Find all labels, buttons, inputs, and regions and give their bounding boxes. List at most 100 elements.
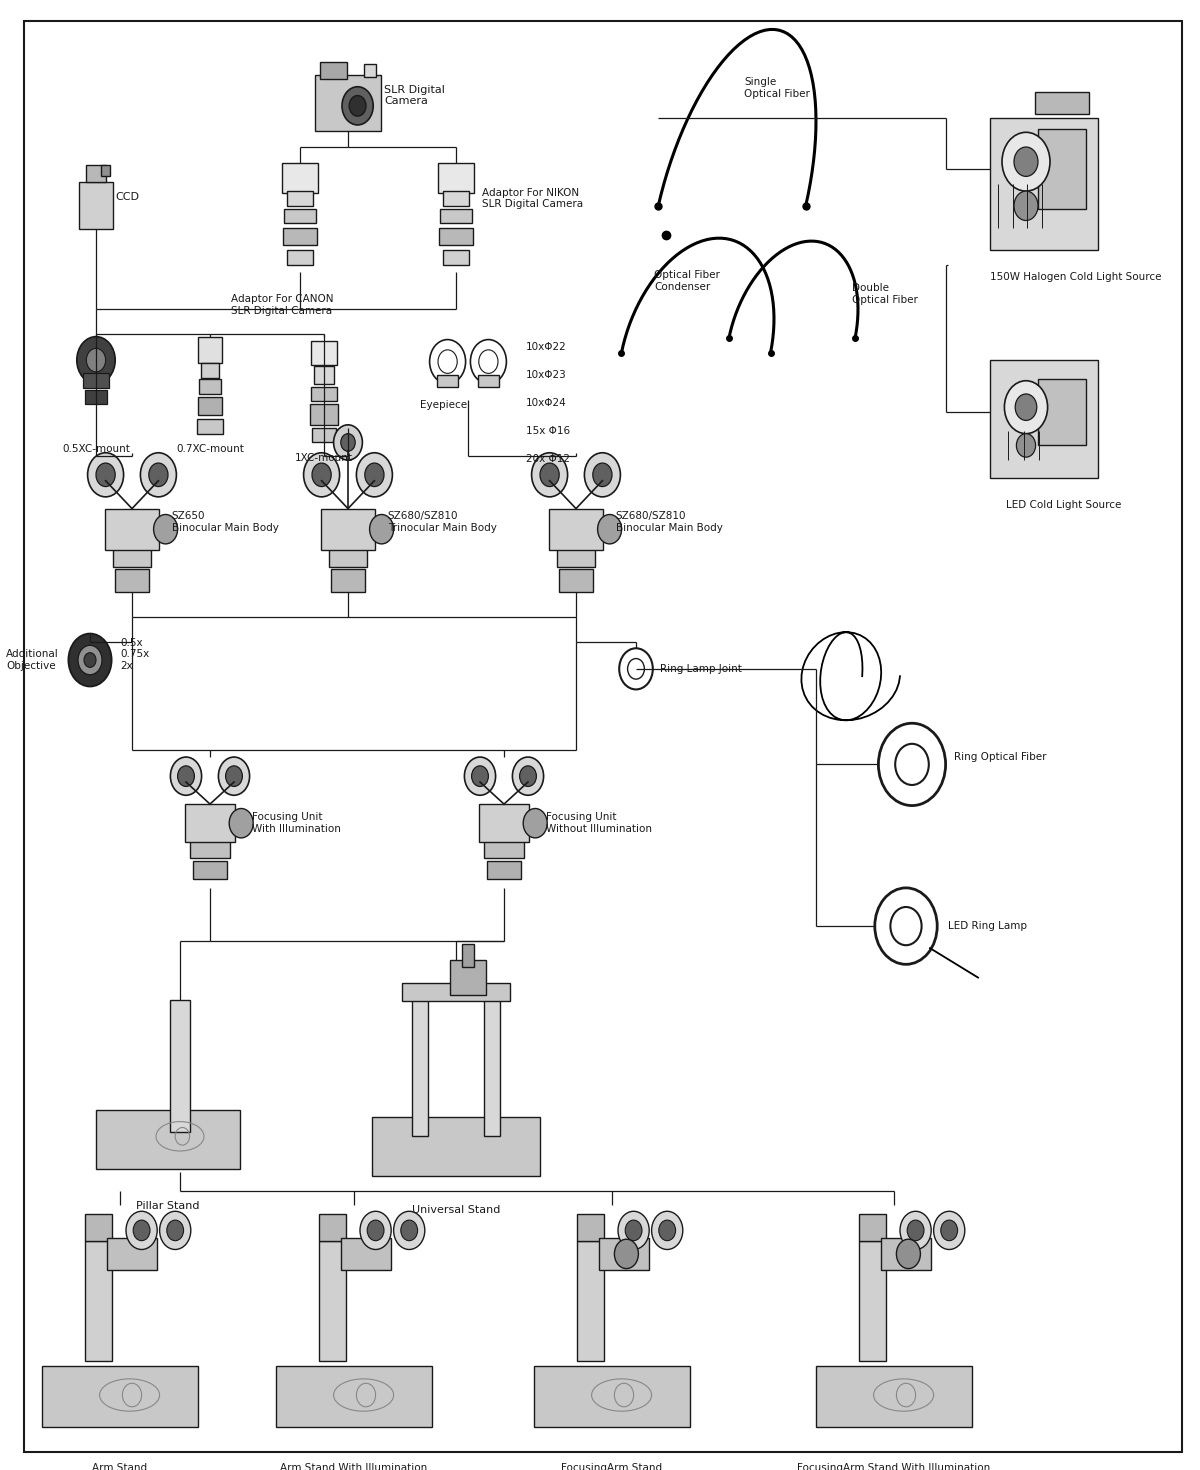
Bar [312, 428, 336, 442]
Bar [310, 404, 338, 425]
Bar [83, 373, 109, 388]
Circle shape [652, 1211, 683, 1250]
Bar [331, 569, 365, 592]
Circle shape [1016, 434, 1036, 457]
Circle shape [304, 453, 340, 497]
Text: Arm Stand With Illumination: Arm Stand With Illumination [281, 1463, 427, 1470]
Text: SZ680/SZ810
Binocular Main Body: SZ680/SZ810 Binocular Main Body [616, 512, 722, 532]
Bar [329, 547, 367, 567]
Bar [440, 209, 472, 223]
Circle shape [84, 653, 96, 667]
Circle shape [896, 1239, 920, 1269]
Circle shape [523, 809, 547, 838]
Bar [320, 509, 374, 550]
Circle shape [349, 96, 366, 116]
Bar [314, 75, 380, 131]
Text: Pillar Stand: Pillar Stand [137, 1201, 199, 1211]
Circle shape [167, 1220, 184, 1241]
Circle shape [1015, 394, 1037, 420]
Bar [550, 509, 604, 550]
Circle shape [88, 453, 124, 497]
Text: 0.5XC-mount: 0.5XC-mount [62, 444, 130, 454]
Bar [42, 1366, 198, 1427]
Bar [412, 997, 428, 1135]
Text: LED Cold Light Source: LED Cold Light Source [1006, 500, 1121, 510]
Circle shape [540, 463, 559, 487]
Bar [197, 419, 223, 434]
Bar [487, 861, 521, 879]
Bar [443, 250, 469, 265]
Text: 0.5x
0.75x
2x: 0.5x 0.75x 2x [120, 638, 149, 670]
Bar [881, 1238, 931, 1270]
Bar [85, 1214, 112, 1241]
Text: Focusing Unit
Without Illumination: Focusing Unit Without Illumination [546, 813, 652, 833]
Circle shape [68, 634, 112, 686]
Circle shape [77, 337, 115, 384]
Circle shape [370, 514, 394, 544]
Circle shape [341, 434, 355, 451]
Circle shape [170, 757, 202, 795]
Text: 10xΦ22: 10xΦ22 [526, 343, 566, 351]
Circle shape [367, 1220, 384, 1241]
Circle shape [96, 463, 115, 487]
Bar [577, 1241, 604, 1361]
Bar [283, 228, 317, 245]
Circle shape [229, 809, 253, 838]
Bar [484, 997, 500, 1135]
Bar [276, 1366, 432, 1427]
Bar [199, 379, 221, 394]
Bar [106, 509, 158, 550]
Text: Single
Optical Fiber: Single Optical Fiber [744, 78, 810, 98]
Circle shape [618, 1211, 649, 1250]
Circle shape [334, 425, 362, 460]
Bar [478, 375, 499, 387]
Circle shape [126, 1211, 157, 1250]
Bar [534, 1366, 690, 1427]
Circle shape [394, 1211, 425, 1250]
Bar [557, 547, 595, 567]
Circle shape [1004, 381, 1048, 434]
Text: FocusingArm Stand: FocusingArm Stand [562, 1463, 662, 1470]
Bar [577, 1214, 604, 1241]
Circle shape [365, 463, 384, 487]
Text: Focusing Unit
With Illumination: Focusing Unit With Illumination [252, 813, 341, 833]
Circle shape [625, 1220, 642, 1241]
Circle shape [584, 453, 620, 497]
Bar [859, 1241, 886, 1361]
Text: Arm Stand: Arm Stand [92, 1463, 148, 1470]
Bar [990, 360, 1098, 478]
Bar [85, 1241, 112, 1361]
Text: Adaptor For NIKON
SLR Digital Camera: Adaptor For NIKON SLR Digital Camera [482, 188, 583, 209]
Text: 10xΦ23: 10xΦ23 [526, 370, 566, 379]
Text: Eyepiece: Eyepiece [420, 400, 467, 410]
Bar [185, 804, 235, 842]
Bar [193, 861, 227, 879]
Circle shape [226, 766, 242, 786]
Bar [443, 191, 469, 206]
Bar [311, 387, 337, 401]
Circle shape [342, 87, 373, 125]
Text: 15x Φ16: 15x Φ16 [526, 426, 570, 435]
Circle shape [1014, 147, 1038, 176]
Bar [287, 191, 313, 206]
Bar [479, 804, 529, 842]
Circle shape [598, 514, 622, 544]
Bar [462, 944, 474, 967]
Bar [287, 250, 313, 265]
Bar [1038, 128, 1086, 209]
Bar [1038, 378, 1086, 444]
Bar [198, 337, 222, 363]
Bar [115, 569, 149, 592]
Bar [311, 341, 337, 365]
Text: SLR Digital
Camera: SLR Digital Camera [384, 85, 445, 106]
Bar [320, 62, 347, 79]
Text: 150W Halogen Cold Light Source: 150W Halogen Cold Light Source [990, 272, 1162, 282]
Text: FocusingArm Stand With Illumination: FocusingArm Stand With Illumination [797, 1463, 991, 1470]
Bar [402, 983, 510, 1001]
Bar [170, 1000, 190, 1132]
Circle shape [133, 1220, 150, 1241]
Circle shape [532, 453, 568, 497]
Bar [86, 165, 106, 182]
Text: 1XC-mount: 1XC-mount [295, 453, 353, 463]
Circle shape [356, 453, 392, 497]
